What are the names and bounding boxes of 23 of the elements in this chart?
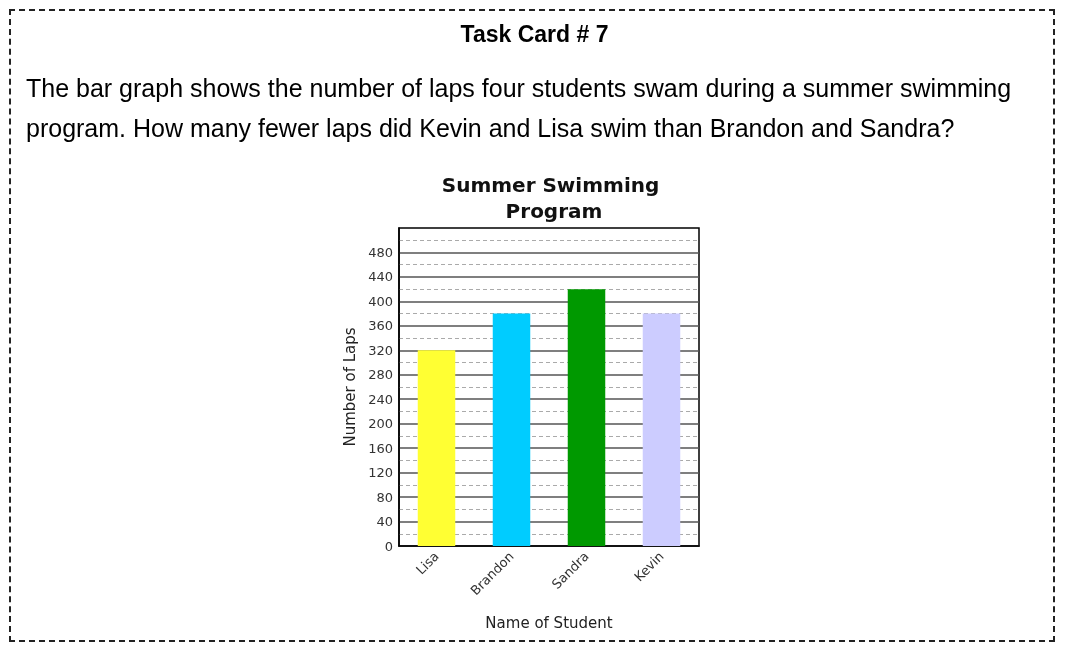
- bar: [417, 350, 456, 546]
- text: Task Card # 7: [459, 21, 610, 48]
- y-tick-label: 0: [384, 538, 393, 554]
- y-tick-label: 240: [368, 391, 393, 407]
- x-tick-label: Lisa: [413, 548, 442, 578]
- chart-title: Summer Swimming Program: [441, 173, 667, 223]
- y-tick-label: 40: [376, 514, 393, 530]
- text: The bar graph shows the number of laps four students swam during a summer swimming program. How many fewer laps did Kevin and Lisa swim than Brandon and Sandra?: [26, 73, 1013, 144]
- y-tick-label: 280: [368, 367, 393, 383]
- y-tick-label: 120: [368, 465, 393, 481]
- y-tick-label: 400: [368, 293, 393, 309]
- bar: [492, 313, 531, 546]
- bar: [567, 289, 606, 546]
- y-axis-title: Number of Laps: [340, 327, 359, 447]
- y-tick-label: 480: [368, 244, 393, 260]
- y-tick-label: 80: [376, 489, 393, 505]
- y-tick-label: 440: [368, 269, 393, 285]
- y-tick-label: 160: [368, 440, 393, 456]
- x-axis-title: Name of Student: [485, 613, 613, 632]
- y-tick-label: 200: [368, 416, 393, 432]
- y-tick-label: 320: [368, 342, 393, 358]
- bar: [642, 313, 681, 546]
- y-tick-label: 360: [368, 318, 393, 334]
